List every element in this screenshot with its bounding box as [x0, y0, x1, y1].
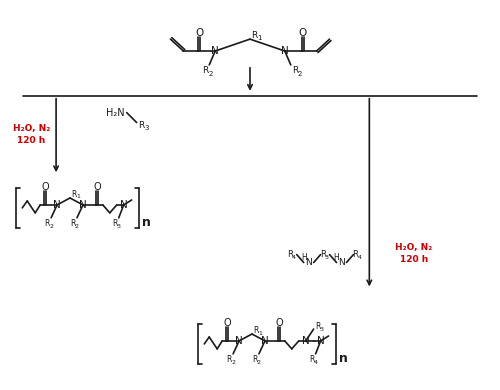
- Text: R: R: [226, 355, 232, 364]
- Text: O: O: [93, 182, 100, 192]
- Text: 4: 4: [292, 255, 296, 260]
- Text: H₂N: H₂N: [106, 108, 125, 118]
- Text: H₂O, N₂: H₂O, N₂: [396, 243, 432, 252]
- Text: 3: 3: [320, 326, 324, 332]
- Text: O: O: [42, 182, 49, 192]
- Text: N: N: [235, 336, 243, 346]
- Text: H: H: [301, 253, 306, 262]
- Text: R: R: [252, 355, 258, 364]
- Text: R: R: [251, 31, 257, 40]
- Text: R: R: [315, 322, 320, 331]
- Text: R: R: [112, 219, 117, 228]
- Text: O: O: [275, 318, 282, 328]
- Text: R: R: [292, 66, 298, 75]
- Text: N: N: [261, 336, 269, 346]
- Text: 4: 4: [358, 255, 362, 260]
- Text: 1: 1: [76, 195, 80, 200]
- Text: N: N: [338, 258, 345, 267]
- Text: 120 h: 120 h: [17, 136, 46, 145]
- Text: 1: 1: [258, 35, 262, 41]
- Text: N: N: [316, 336, 324, 346]
- Text: N: N: [306, 258, 312, 267]
- Text: R: R: [70, 219, 76, 228]
- Text: R: R: [138, 121, 144, 130]
- Text: 120 h: 120 h: [400, 255, 428, 264]
- Text: O: O: [224, 318, 231, 328]
- Text: 3: 3: [324, 255, 328, 260]
- Text: 1: 1: [258, 330, 262, 335]
- Text: n: n: [339, 352, 348, 365]
- Text: 3: 3: [116, 224, 120, 229]
- Text: n: n: [142, 216, 151, 229]
- Text: 2: 2: [257, 360, 261, 365]
- Text: 4: 4: [314, 360, 318, 365]
- Text: R: R: [254, 326, 258, 335]
- Text: H: H: [334, 253, 340, 262]
- Text: R: R: [202, 66, 208, 75]
- Text: R: R: [287, 250, 292, 259]
- Text: N: N: [79, 200, 87, 210]
- Text: R: R: [320, 250, 326, 259]
- Text: 2: 2: [208, 71, 212, 77]
- Text: N: N: [120, 200, 128, 210]
- Text: N: N: [53, 200, 61, 210]
- Text: 2: 2: [298, 71, 302, 77]
- Text: N: N: [281, 46, 288, 56]
- Text: 2: 2: [75, 224, 79, 229]
- Text: N: N: [212, 46, 219, 56]
- Text: 2: 2: [231, 360, 235, 365]
- Text: 2: 2: [49, 224, 53, 229]
- Text: O: O: [298, 28, 307, 38]
- Text: H₂O, N₂: H₂O, N₂: [12, 124, 50, 133]
- Text: R: R: [44, 219, 50, 228]
- Text: N: N: [302, 336, 310, 346]
- Text: R: R: [72, 190, 76, 199]
- Text: R: R: [309, 355, 314, 364]
- Text: 3: 3: [144, 126, 149, 131]
- Text: R: R: [352, 250, 358, 259]
- Text: O: O: [195, 28, 203, 38]
